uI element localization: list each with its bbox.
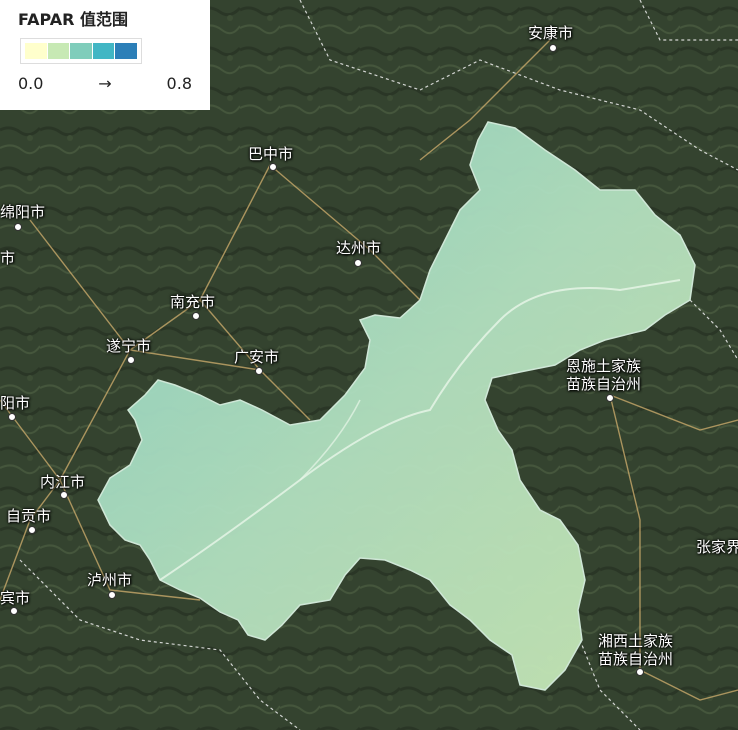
- city-dot-yibin: [10, 607, 18, 615]
- legend-swatch-5: [115, 43, 137, 59]
- legend-swatch-4: [92, 43, 116, 59]
- legend-max-label: 0.8: [166, 74, 192, 93]
- city-label-zigong: 自贡市: [6, 507, 52, 525]
- legend-swatch-1: [25, 43, 48, 59]
- legend-scale: 0.0 → 0.8: [18, 74, 192, 93]
- city-dot-guangan: [255, 367, 263, 375]
- legend-panel: FAPAR 值范围 0.0 → 0.8: [0, 0, 210, 110]
- city-dot-nanchong: [192, 312, 200, 320]
- legend-arrow: →: [98, 74, 112, 93]
- legend-title: FAPAR 值范围: [18, 10, 129, 29]
- city-dot-ankang: [549, 44, 557, 52]
- jialing-river: [299, 399, 361, 481]
- legend-swatch-2: [47, 43, 71, 59]
- yangtze-river: [159, 279, 681, 581]
- province-boundaries: [19, 0, 738, 730]
- city-label-xiangxi: 湘西土家族 苗族自治州: [598, 632, 674, 668]
- city-label-dazhou: 达州市: [336, 239, 382, 257]
- city-label-suining: 遂宁市: [106, 337, 152, 355]
- city-dot-ziyang: [8, 413, 16, 421]
- city-label-ziyang: 阳市: [0, 394, 31, 412]
- city-dot-mianyang: [14, 223, 22, 231]
- city-dot-luzhou: [108, 591, 116, 599]
- city-label-enshi: 恩施土家族 苗族自治州: [566, 357, 642, 393]
- city-dot-enshi: [606, 394, 614, 402]
- city-label-nanchong: 南充市: [170, 293, 216, 311]
- city-label-luzhou: 泸州市: [87, 571, 133, 589]
- legend-min-label: 0.0: [18, 74, 44, 93]
- city-label-mianyang: 绵阳市: [0, 203, 46, 221]
- city-dot-xiangxi: [636, 668, 644, 676]
- city-dot-suining: [127, 356, 135, 364]
- city-label-ankang: 安康市: [528, 24, 574, 42]
- city-label-neijiang: 内江市: [40, 473, 86, 491]
- city-label-chengdu-edge: 市: [0, 249, 16, 267]
- city-label-bazhong: 巴中市: [248, 145, 294, 163]
- city-dot-bazhong: [269, 163, 277, 171]
- city-dot-dazhou: [354, 259, 362, 267]
- fapar-region[interactable]: [97, 121, 696, 691]
- city-label-yibin: 宾市: [0, 589, 31, 607]
- city-label-guangan: 广安市: [234, 348, 280, 366]
- city-dot-zigong: [28, 526, 36, 534]
- legend-color-ramp: [20, 38, 142, 64]
- legend-swatch-3: [70, 43, 93, 59]
- city-dot-neijiang: [60, 491, 68, 499]
- city-label-zhangjiajie: 张家界: [696, 538, 738, 556]
